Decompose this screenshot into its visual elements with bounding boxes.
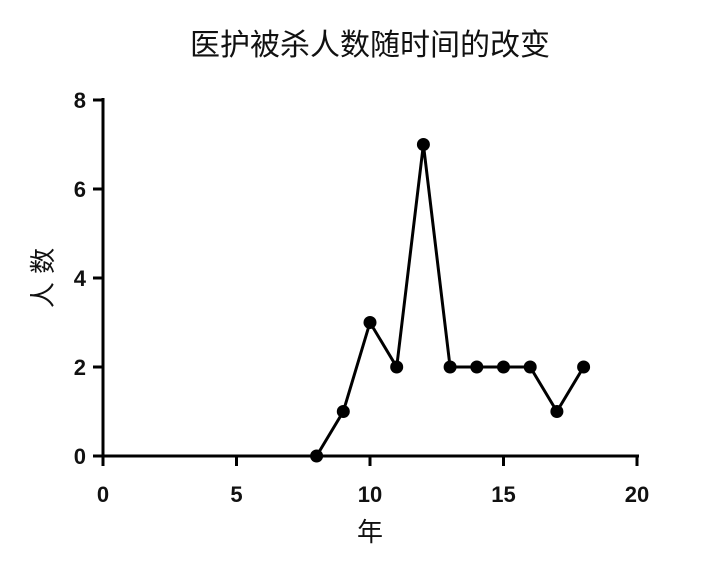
data-point xyxy=(443,360,457,374)
chart-title: 医护被杀人数随时间的改变 xyxy=(190,28,550,63)
y-tick-label: 0 xyxy=(74,444,86,469)
x-tick-label: 5 xyxy=(230,482,242,507)
y-tick-label: 4 xyxy=(74,266,87,291)
x-tick-label: 0 xyxy=(97,482,109,507)
axes: 0 5 10 15 20 0 2 4 6 8 xyxy=(74,88,649,507)
series-layer xyxy=(310,138,591,463)
y-tick-label: 6 xyxy=(74,177,86,202)
y-tick-label: 2 xyxy=(74,355,86,380)
data-point xyxy=(577,360,591,374)
x-tick-label: 15 xyxy=(491,482,515,507)
x-tick-label: 10 xyxy=(358,482,382,507)
data-point xyxy=(363,316,377,329)
data-point xyxy=(550,405,564,418)
data-point xyxy=(470,360,484,374)
series-line xyxy=(315,143,585,457)
data-point xyxy=(310,449,324,463)
x-axis-label: 年 xyxy=(357,518,383,548)
x-tick-label: 20 xyxy=(625,482,649,507)
data-point xyxy=(336,405,350,418)
data-point xyxy=(523,360,537,374)
y-tick-label: 8 xyxy=(74,88,86,113)
y-axis-label: 人 数 xyxy=(29,248,59,308)
data-point xyxy=(416,138,430,151)
data-point xyxy=(390,360,404,374)
data-point xyxy=(497,360,510,374)
